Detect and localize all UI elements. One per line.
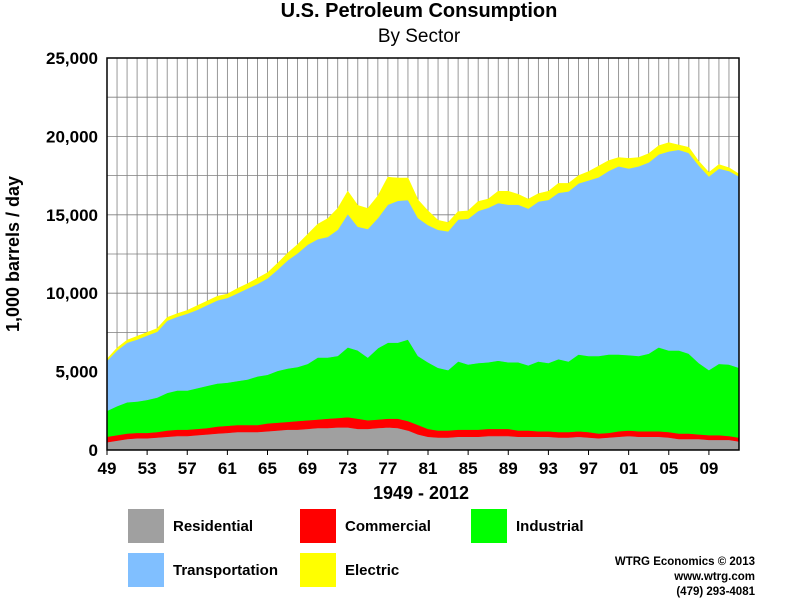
credits: WTRG Economics © 2013 www.wtrg.com (479)… [615, 556, 756, 598]
y-tick-label: 15,000 [46, 206, 98, 225]
x-tick-label: 85 [459, 459, 478, 478]
legend-swatch-commercial [300, 509, 336, 543]
credit-website: www.wtrg.com [673, 571, 755, 583]
legend-swatch-transportation [128, 553, 164, 587]
credit-company: WTRG Economics © 2013 [615, 556, 755, 568]
x-tick-label: 89 [499, 459, 518, 478]
x-tick-label: 73 [338, 459, 357, 478]
legend-swatch-industrial [471, 509, 507, 543]
x-tick-label: 69 [298, 459, 317, 478]
stacked-areas [106, 142, 740, 451]
legend-label-electric: Electric [345, 562, 399, 579]
x-tick-label: 61 [218, 459, 237, 478]
x-tick-label: 05 [659, 459, 678, 478]
x-tick-label: 09 [699, 459, 718, 478]
x-axis-title: 1949 - 2012 [373, 483, 469, 503]
y-tick-label: 10,000 [46, 284, 98, 303]
chart-legend: Residential Commercial Industrial Transport… [128, 509, 584, 587]
x-tick-label: 65 [258, 459, 277, 478]
y-tick-label: 0 [89, 441, 98, 460]
plot-frame [106, 57, 740, 451]
x-tick-label: 49 [98, 459, 117, 478]
y-axis-ticks: 0 5,000 10,000 15,000 20,000 25,000 [46, 49, 98, 460]
legend-label-residential: Residential [173, 518, 253, 535]
legend-label-industrial: Industrial [516, 518, 584, 535]
legend-label-transportation: Transportation [173, 562, 278, 579]
x-tick-label: 81 [419, 459, 438, 478]
x-tick-label: 97 [579, 459, 598, 478]
legend-swatch-residential [128, 509, 164, 543]
chart-subtitle: By Sector [378, 26, 461, 47]
chart-title: U.S. Petroleum Consumption [281, 0, 558, 22]
y-axis-title: 1,000 barrels / day [3, 176, 23, 332]
x-tick-label: 57 [178, 459, 197, 478]
y-tick-label: 5,000 [55, 363, 98, 382]
y-tick-label: 25,000 [46, 49, 98, 68]
y-tick-label: 20,000 [46, 127, 98, 146]
x-axis-ticks: 49 53 57 61 65 69 73 77 81 85 89 93 97 01 05 09 [98, 450, 718, 478]
legend-label-commercial: Commercial [345, 518, 431, 535]
x-tick-label: 01 [619, 459, 638, 478]
x-tick-label: 77 [378, 459, 397, 478]
x-tick-label: 53 [138, 459, 157, 478]
credit-phone: (479) 293-4081 [676, 586, 755, 598]
legend-swatch-electric [300, 553, 336, 587]
x-tick-label: 93 [539, 459, 558, 478]
